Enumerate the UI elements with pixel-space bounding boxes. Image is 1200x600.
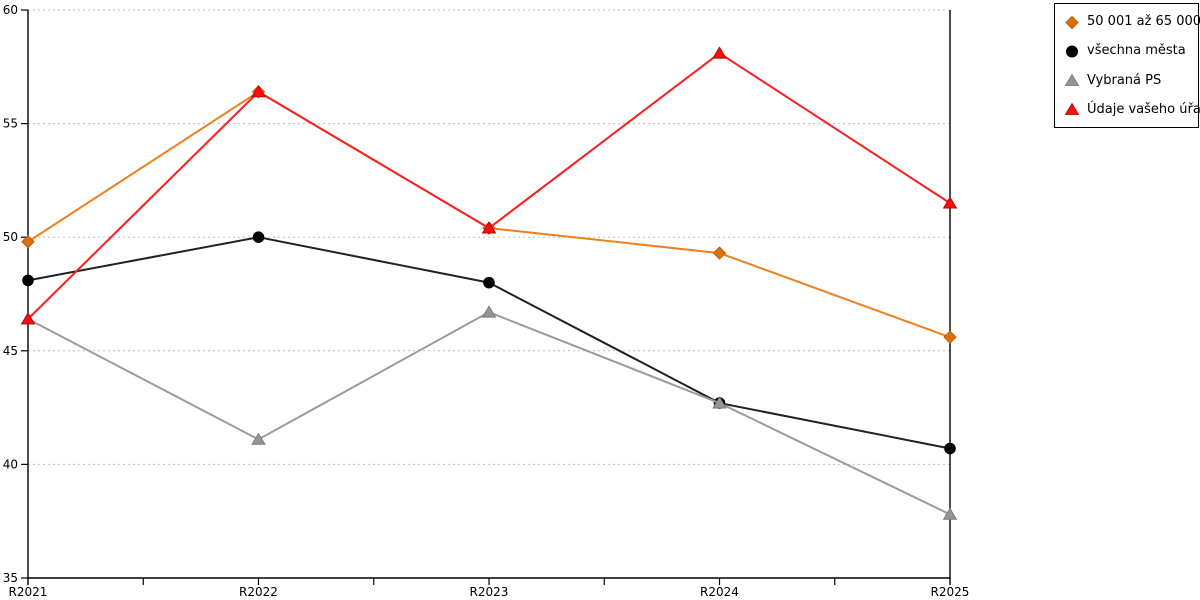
legend-item-3: Údaje vašeho úřadu — [1064, 101, 1200, 117]
legend-label: všechna města — [1087, 43, 1186, 59]
legend-item-0: 50 001 až 65 000 — [1064, 14, 1200, 30]
circle-icon-shape — [1066, 45, 1078, 58]
series-2-marker — [251, 432, 266, 445]
circle-icon — [1066, 45, 1078, 58]
series-line-1 — [27, 236, 951, 450]
series-1-marker — [944, 442, 956, 455]
legend-item-1: všechna města — [1064, 43, 1196, 59]
series-3-marker — [481, 221, 497, 234]
x-tick-label: R2024 — [700, 585, 739, 599]
x-tick-label: R2022 — [239, 585, 278, 599]
legend-item-2: Vybraná PS — [1064, 72, 1196, 88]
series-0-marker — [943, 330, 957, 344]
y-tick-label: 45 — [3, 344, 18, 358]
y-tick-label: 60 — [3, 3, 18, 17]
triangle-icon — [1064, 73, 1080, 87]
series-2-marker — [712, 396, 727, 409]
legend-label: 50 001 až 65 000 — [1087, 14, 1200, 30]
series-1-marker — [22, 274, 34, 287]
legend-label: Vybraná PS — [1087, 72, 1162, 88]
series-1-marker — [483, 276, 495, 289]
series-3-marker — [251, 85, 266, 98]
x-tick-label: R2025 — [931, 585, 970, 599]
triangle-icon-shape — [1064, 73, 1080, 87]
series-0-marker — [21, 235, 35, 249]
triangle-icon — [1064, 103, 1080, 116]
y-tick-label: 50 — [3, 230, 18, 244]
series-3-marker — [20, 312, 36, 325]
series-2-marker — [942, 507, 958, 520]
series-0-marker — [712, 246, 727, 260]
diamond-icon — [1065, 15, 1079, 29]
series-2-marker — [481, 305, 497, 318]
x-tick-label: R2023 — [470, 585, 509, 599]
legend-label: Údaje vašeho úřadu — [1087, 101, 1200, 117]
series-3-marker — [712, 46, 727, 59]
series-line-2 — [27, 311, 951, 516]
triangle-icon-shape — [1064, 103, 1080, 116]
x-tick-label: R2021 — [9, 585, 48, 599]
diamond-icon-shape — [1065, 15, 1079, 29]
series-line-0 — [27, 90, 951, 339]
series-3-marker — [942, 196, 958, 209]
y-tick-label: 40 — [3, 457, 18, 471]
series-1-marker — [252, 231, 265, 243]
y-tick-label: 35 — [3, 571, 18, 585]
legend: 50 001 až 65 000 všechna města Vybraná PS Ú… — [1054, 3, 1200, 128]
y-tick-label: 55 — [3, 117, 18, 131]
